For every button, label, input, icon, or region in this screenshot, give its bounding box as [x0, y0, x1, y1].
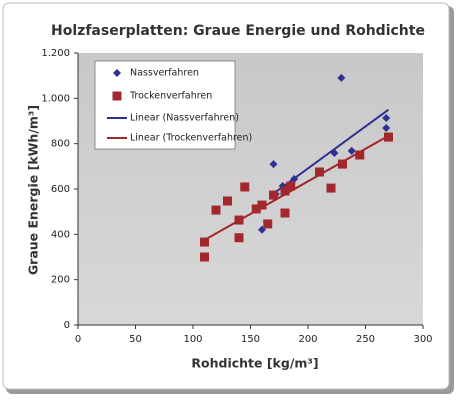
data-point [338, 159, 347, 169]
y-tick-label: 1.000 [41, 93, 70, 104]
y-tick-label: 0 [64, 320, 70, 331]
x-tick-label: 150 [241, 334, 260, 345]
y-tick-label: 200 [51, 275, 70, 286]
data-point [269, 160, 278, 169]
data-point [280, 208, 290, 218]
y-tick-label: 800 [51, 139, 70, 150]
x-tick-label: 250 [356, 334, 375, 345]
legend-label: Nassverfahren [130, 68, 199, 79]
data-point [251, 204, 261, 214]
legend-marker [113, 69, 121, 77]
data-point [200, 237, 209, 247]
x-tick-label: 200 [298, 334, 317, 345]
data-point [330, 148, 339, 157]
data-point [382, 124, 391, 133]
x-tick-label: 50 [129, 334, 142, 345]
data-point [337, 73, 346, 82]
legend-label: Linear (Nassverfahren) [130, 113, 239, 124]
data-point [263, 219, 273, 229]
x-axis-label: Rohdichte [kg/m³] [191, 356, 318, 371]
legend-label: Linear (Trockenverfahren) [130, 133, 252, 144]
y-tick-label: 600 [51, 184, 70, 195]
data-point [382, 114, 391, 123]
x-tick-label: 300 [413, 334, 432, 345]
legend-label: Trockenverfahren [129, 91, 212, 102]
data-point [257, 200, 267, 210]
data-point [315, 167, 324, 177]
data-point [286, 181, 296, 191]
x-tick-label: 0 [75, 334, 81, 345]
data-point [280, 186, 290, 196]
y-tick-label: 400 [51, 229, 70, 240]
legend-marker [112, 91, 122, 101]
data-point [326, 183, 336, 193]
data-point [269, 190, 278, 200]
data-point [234, 233, 244, 243]
data-point [223, 196, 232, 206]
data-point [347, 146, 356, 155]
y-axis-label: Graue Energie [kWh/m³] [26, 105, 41, 275]
data-point [200, 252, 209, 262]
data-point [290, 175, 299, 184]
data-point [355, 150, 365, 160]
data-point [240, 182, 250, 192]
y-tick-label: 1.200 [41, 48, 70, 59]
chart-title: Holzfaserplatten: Graue Energie und Rohd… [51, 23, 425, 39]
x-tick-label: 100 [183, 334, 202, 345]
data-point [384, 132, 393, 142]
data-point [234, 215, 244, 225]
data-point [211, 205, 221, 215]
